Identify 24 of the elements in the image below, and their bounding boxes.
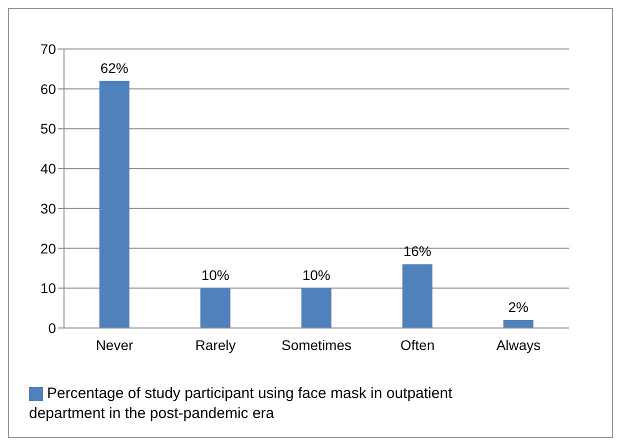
data-label: 10% xyxy=(302,267,330,284)
x-tick-label: Rarely xyxy=(195,336,236,353)
data-label: 2% xyxy=(508,299,528,316)
y-tick-label: 0 xyxy=(48,320,56,336)
y-tick-label: 60 xyxy=(40,80,56,97)
bar xyxy=(503,320,534,328)
bar xyxy=(200,288,230,328)
x-tick-label: Never xyxy=(96,336,134,353)
data-label: 62% xyxy=(100,60,128,76)
bar xyxy=(301,288,332,328)
y-tick-label: 20 xyxy=(40,240,56,256)
y-tick-label: 10 xyxy=(40,280,56,296)
bar xyxy=(402,264,432,328)
x-tick-label: Often xyxy=(400,336,435,353)
x-tick-label: Always xyxy=(496,336,541,353)
y-tick-label: 40 xyxy=(40,160,56,177)
y-tick-label: 70 xyxy=(40,40,56,57)
y-tick-label: 50 xyxy=(40,120,56,137)
legend-label: Percentage of study participant using face mask in outpatient department in the post-pandemic era xyxy=(29,385,452,422)
data-label: 10% xyxy=(201,267,230,284)
bar xyxy=(99,80,130,328)
y-tick-label: 30 xyxy=(40,200,56,216)
data-label: 16% xyxy=(403,243,432,260)
x-tick-label: Sometimes xyxy=(281,336,352,353)
